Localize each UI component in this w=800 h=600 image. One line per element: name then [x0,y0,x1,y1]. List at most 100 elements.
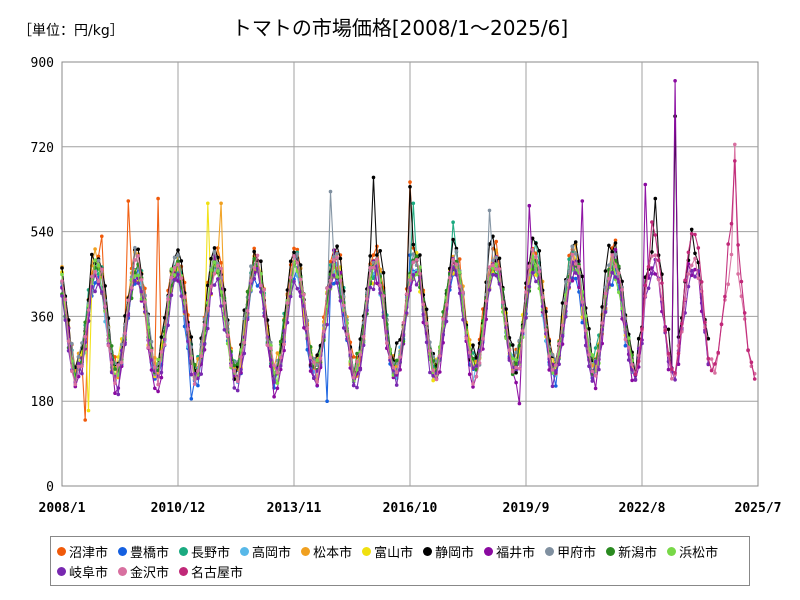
data-point [554,369,558,373]
data-point [315,380,320,384]
legend-label: 高岡市 [252,545,292,561]
data-point [288,294,293,299]
data-point [630,362,634,367]
data-point [673,79,677,83]
data-point [613,238,618,243]
data-point [593,386,598,391]
legend-item: 名古屋市 [179,561,243,581]
data-point [653,196,658,201]
data-point [332,273,336,278]
data-point [746,348,750,352]
data-point [646,286,651,291]
data-point [603,269,608,273]
data-point [275,351,280,355]
data-point [338,278,343,283]
data-point [527,284,532,289]
data-point [149,358,154,362]
data-point [713,371,717,375]
legend-label: 福井市 [496,545,536,561]
data-point [259,283,263,288]
data-point [341,326,346,330]
data-point [729,221,734,226]
data-point [295,269,300,274]
data-point [514,350,518,355]
data-point [504,307,508,311]
data-point [527,203,532,208]
data-point [196,376,200,381]
data-point [206,306,210,310]
data-point [507,348,512,353]
data-point [643,283,648,288]
data-point [570,279,575,283]
data-point [229,363,233,368]
data-point [252,257,256,261]
data-point [93,247,97,251]
data-point [335,281,339,285]
data-point [338,299,343,303]
data-point [583,328,588,333]
data-point [146,345,150,350]
data-point [471,385,475,389]
data-point [361,334,366,339]
data-point [199,372,203,376]
data-point [109,344,114,348]
data-point [269,343,273,348]
data-point [278,355,283,360]
data-point [537,249,542,253]
legend-label: 岐阜市 [69,565,109,581]
data-point [295,252,300,256]
data-point [461,290,465,295]
data-point [388,355,392,359]
data-point [371,265,376,270]
data-point [282,342,286,347]
data-point [597,367,601,372]
data-point [570,252,575,257]
data-point [620,288,624,292]
data-point [739,279,744,284]
data-point [272,363,276,368]
data-point [222,328,227,332]
data-point [550,368,555,372]
data-point [172,273,177,277]
data-point [693,251,697,256]
legend-marker [240,546,250,556]
data-point [66,318,71,322]
data-point [510,343,515,347]
x-tick-label: 2019/9 [503,501,550,516]
data-point [617,290,621,295]
data-point [650,254,654,258]
legend-item: 静岡市 [423,541,474,561]
legend-item: 金沢市 [118,561,169,581]
data-point [116,392,121,397]
data-point [239,355,243,359]
data-point [308,355,313,360]
data-point [573,240,578,244]
y-tick-label: 720 [31,141,54,156]
data-point [564,279,568,284]
data-point [83,334,87,339]
data-point [275,381,280,385]
data-point [484,299,489,303]
data-point [617,264,621,269]
data-point [156,389,160,394]
data-point [96,254,101,259]
data-point [457,291,462,296]
data-point [716,350,720,355]
y-tick-label: 540 [31,226,54,241]
data-point [335,255,339,260]
data-point [298,277,303,282]
data-point [351,375,356,380]
data-point [328,278,333,283]
data-point [312,360,316,365]
legend-marker [484,546,494,556]
data-point [587,327,591,331]
data-point [474,355,479,360]
data-point [428,370,432,375]
legend-item: 浜松市 [667,541,718,561]
data-point [686,284,691,289]
data-point [613,264,618,269]
data-point [448,276,452,280]
data-point [80,371,84,376]
data-point [424,321,429,326]
data-point [338,256,343,261]
